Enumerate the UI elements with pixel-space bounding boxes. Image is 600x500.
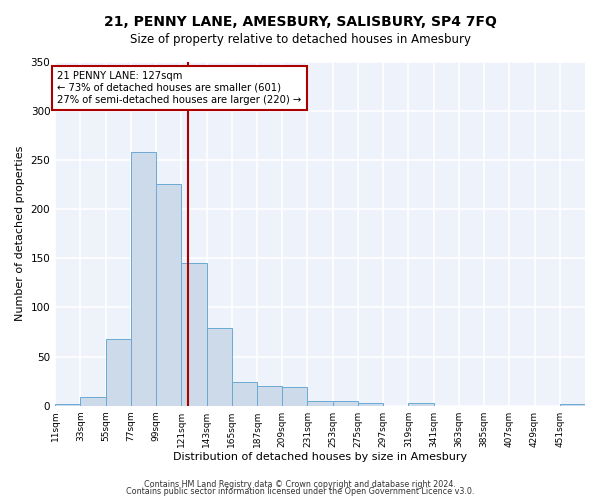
Bar <box>181 263 206 406</box>
Bar <box>206 328 232 406</box>
Text: Contains HM Land Registry data © Crown copyright and database right 2024.: Contains HM Land Registry data © Crown c… <box>144 480 456 489</box>
Bar <box>332 401 358 406</box>
Text: 21, PENNY LANE, AMESBURY, SALISBURY, SP4 7FQ: 21, PENNY LANE, AMESBURY, SALISBURY, SP4… <box>104 15 496 29</box>
Bar <box>55 404 80 406</box>
Y-axis label: Number of detached properties: Number of detached properties <box>15 146 25 322</box>
Bar <box>358 403 383 406</box>
Text: 21 PENNY LANE: 127sqm
← 73% of detached houses are smaller (601)
27% of semi-det: 21 PENNY LANE: 127sqm ← 73% of detached … <box>58 72 302 104</box>
Bar <box>560 404 585 406</box>
Bar <box>257 386 282 406</box>
Bar <box>156 184 181 406</box>
Text: Size of property relative to detached houses in Amesbury: Size of property relative to detached ho… <box>130 32 470 46</box>
Bar <box>131 152 156 406</box>
X-axis label: Distribution of detached houses by size in Amesbury: Distribution of detached houses by size … <box>173 452 467 462</box>
Bar <box>106 339 131 406</box>
Bar <box>232 382 257 406</box>
Bar <box>80 397 106 406</box>
Bar <box>307 401 332 406</box>
Bar <box>409 403 434 406</box>
Text: Contains public sector information licensed under the Open Government Licence v3: Contains public sector information licen… <box>126 488 474 496</box>
Bar <box>282 387 307 406</box>
